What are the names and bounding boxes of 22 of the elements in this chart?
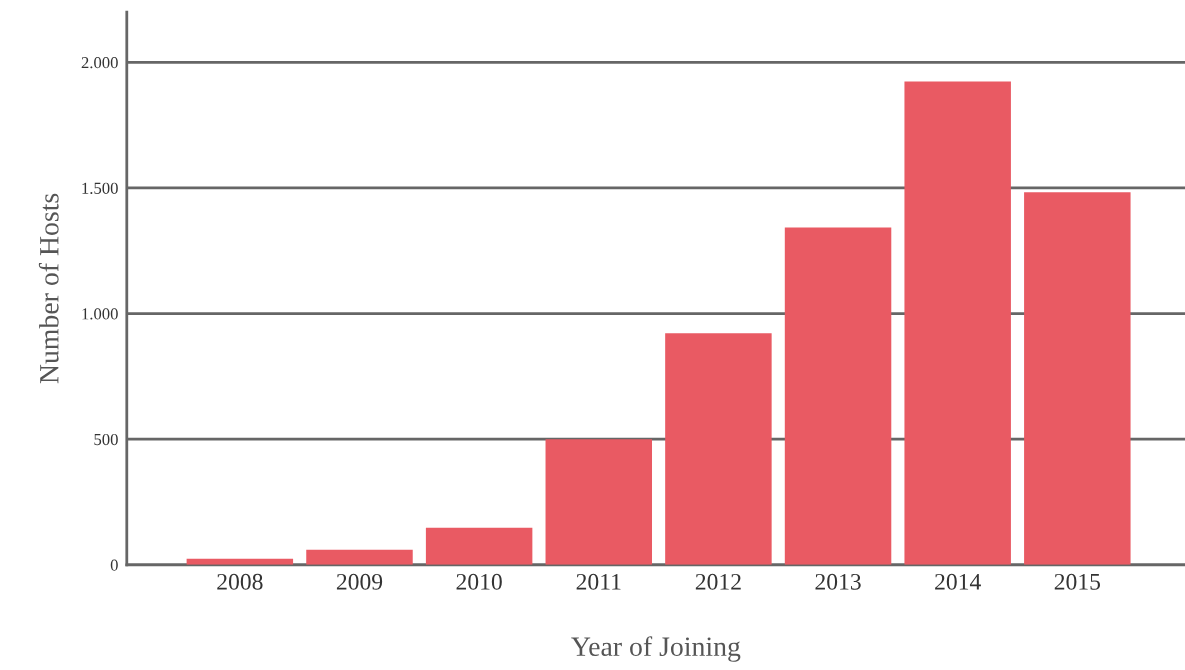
x-axis-title: Year of Joining — [571, 636, 741, 662]
x-tick-label: 2013 — [815, 573, 861, 590]
bar — [784, 227, 892, 565]
bar — [904, 81, 1011, 565]
bar — [545, 439, 653, 565]
y-tick-label: 500 — [94, 433, 118, 446]
y-tick-label: 1.500 — [82, 182, 118, 194]
bar — [665, 333, 772, 565]
y-tick-label: 2.000 — [81, 57, 118, 69]
x-tick-label: 2012 — [695, 573, 741, 590]
y-tick-label: 1.000 — [82, 308, 118, 320]
x-tick-label: 2008 — [217, 573, 263, 590]
bar — [1024, 192, 1131, 565]
x-tick-label: 2014 — [935, 573, 981, 590]
bar — [306, 549, 413, 565]
x-tick-label: 2011 — [576, 573, 621, 590]
x-tick-label: 2010 — [456, 573, 502, 590]
x-tick-label: 2015 — [1054, 573, 1101, 590]
bar — [425, 527, 533, 565]
y-axis-title: Number of Hosts — [38, 193, 59, 384]
y-tick-label: 0 — [110, 559, 118, 571]
x-tick-label: 2009 — [336, 573, 383, 590]
